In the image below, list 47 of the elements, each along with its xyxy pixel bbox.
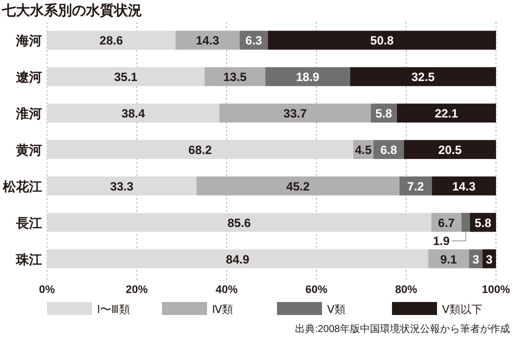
data-label: 45.2 [286,179,310,194]
data-label: 32.5 [411,70,436,84]
data-label: 5.8 [474,216,492,230]
data-label: 5.8 [375,106,392,121]
data-label: 38.4 [122,106,146,121]
y-tick-label: 珠江 [15,252,42,267]
source-note: 出典:2008年版中国環境状況公報から筆者が作成 [294,323,510,335]
x-tick-label: 100% [482,284,510,296]
legend-label: Ⅴ類 [327,304,346,316]
x-tick-label: 80% [395,284,418,296]
data-label: 85.6 [227,216,252,230]
y-tick-label: 淮河 [15,106,42,122]
y-tick-label: 海河 [15,33,42,48]
data-label: 50.8 [370,34,394,48]
data-label: 14.3 [452,179,476,194]
data-label: 7.2 [407,179,424,194]
data-label: 84.9 [226,252,250,266]
legend-label: Ⅰ〜Ⅲ類 [97,304,130,316]
legend-label: Ⅳ類 [212,304,234,316]
x-tick-label: 60% [305,284,328,296]
data-label: 20.5 [438,143,462,157]
legend-label: Ⅴ類以下 [442,303,483,316]
title: 七大水系別の水質状況 [2,2,142,18]
data-label: 68.2 [188,143,212,157]
data-label: 13.5 [223,70,247,84]
data-label: 4.5 [354,143,372,157]
data-label: 6.3 [245,34,262,48]
data-label: 28.6 [100,34,124,48]
data-label: 6.7 [438,216,456,230]
data-label: 1.9 [433,234,450,248]
data-label: 3 [472,252,480,266]
data-label: 9.1 [440,252,458,266]
data-label: 33.7 [283,106,308,121]
y-tick-label: 遼河 [15,70,42,85]
data-label: 6.8 [380,143,398,157]
data-label: 33.3 [110,179,134,194]
data-label: 14.3 [196,34,220,48]
y-tick-label: 長江 [15,215,42,230]
y-tick-label: 黄河 [15,142,42,158]
x-tick-label: 40% [216,284,238,296]
data-label: 22.1 [434,106,458,121]
data-label: 3 [486,252,493,266]
data-label: 18.9 [296,70,320,84]
y-tick-label: 松花江 [2,178,42,194]
x-tick-label: 20% [126,284,148,296]
x-tick-label: 0% [39,284,56,296]
data-label: 35.1 [114,70,138,84]
